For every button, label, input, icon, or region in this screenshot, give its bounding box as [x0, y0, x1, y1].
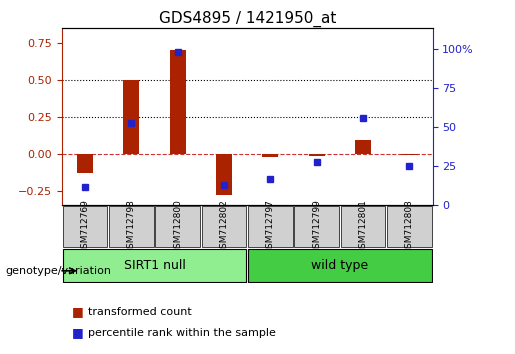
Bar — [77, 154, 93, 173]
Text: GSM712800: GSM712800 — [173, 199, 182, 254]
FancyBboxPatch shape — [63, 249, 246, 282]
Bar — [216, 154, 232, 195]
Text: GSM712802: GSM712802 — [219, 199, 229, 254]
Text: percentile rank within the sample: percentile rank within the sample — [88, 328, 276, 338]
FancyBboxPatch shape — [202, 206, 246, 247]
Bar — [355, 141, 371, 154]
FancyBboxPatch shape — [387, 206, 432, 247]
Bar — [262, 154, 279, 156]
FancyBboxPatch shape — [248, 249, 432, 282]
Text: genotype/variation: genotype/variation — [5, 266, 111, 276]
FancyBboxPatch shape — [341, 206, 385, 247]
Bar — [308, 154, 325, 156]
Text: GSM712798: GSM712798 — [127, 199, 136, 254]
Text: ■: ■ — [72, 305, 84, 318]
FancyBboxPatch shape — [295, 206, 339, 247]
Bar — [123, 80, 140, 154]
Text: GSM712801: GSM712801 — [358, 199, 368, 254]
Text: SIRT1 null: SIRT1 null — [124, 259, 185, 272]
Text: GSM712797: GSM712797 — [266, 199, 275, 254]
FancyBboxPatch shape — [63, 206, 107, 247]
Title: GDS4895 / 1421950_at: GDS4895 / 1421950_at — [159, 11, 336, 27]
FancyBboxPatch shape — [156, 206, 200, 247]
Text: transformed count: transformed count — [88, 307, 191, 316]
Text: wild type: wild type — [312, 259, 368, 272]
Text: GSM712769: GSM712769 — [80, 199, 90, 254]
FancyBboxPatch shape — [248, 206, 293, 247]
Text: GSM712799: GSM712799 — [312, 199, 321, 254]
Text: ■: ■ — [72, 326, 84, 339]
FancyBboxPatch shape — [109, 206, 153, 247]
Text: GSM712803: GSM712803 — [405, 199, 414, 254]
Bar — [401, 154, 418, 155]
Bar — [169, 51, 186, 154]
